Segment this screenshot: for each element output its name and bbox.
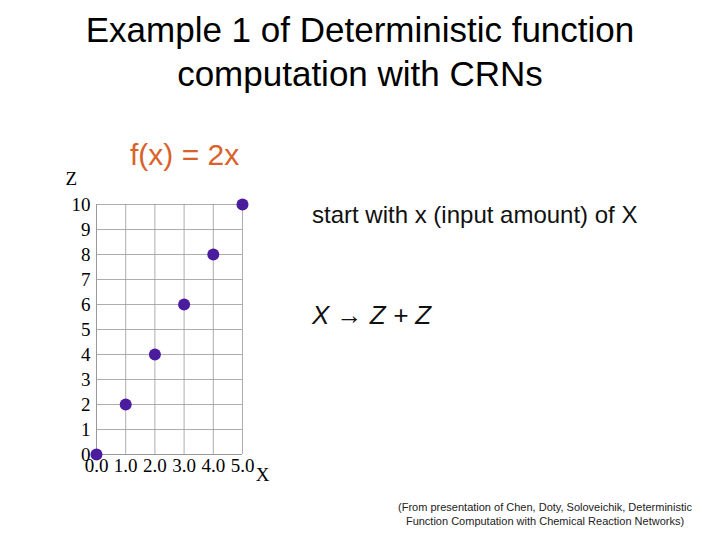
html-text:start with x (input amount) of: start with x (input amount) of X	[312, 201, 638, 228]
svg-text:5: 5	[81, 319, 91, 340]
svg-text:9: 9	[81, 219, 91, 240]
svg-text:4: 4	[81, 344, 91, 365]
svg-text:1.0: 1.0	[114, 455, 138, 476]
svg-text:0: 0	[81, 444, 91, 465]
svg-text:2.0: 2.0	[143, 455, 167, 476]
svg-text:Z: Z	[66, 168, 78, 189]
svg-text:0.0: 0.0	[84, 455, 109, 476]
svg-text:1: 1	[81, 419, 91, 440]
svg-text:7: 7	[81, 269, 91, 290]
svg-text:2: 2	[81, 394, 91, 415]
svg-text:10: 10	[72, 194, 91, 215]
html-text:f(x) = 2x: f(x) = 2x	[130, 138, 240, 171]
svg-text:3.0: 3.0	[172, 455, 196, 476]
svg-text:3: 3	[81, 369, 91, 390]
svg-text:8: 8	[81, 244, 91, 265]
svg-text:5.0: 5.0	[231, 455, 255, 476]
html-text:Example 1 of Deterministic fun: Example 1 of Deterministic function comp…	[85, 10, 635, 93]
html-text:(From presentation of Chen, Do: (From presentation of Chen, Doty, Solove…	[398, 501, 692, 527]
html-text:X → Z + Z: X → Z + Z	[312, 300, 432, 330]
svg-text:X: X	[256, 464, 270, 485]
svg-text:6: 6	[81, 294, 91, 315]
svg-text:4.0: 4.0	[201, 455, 225, 476]
